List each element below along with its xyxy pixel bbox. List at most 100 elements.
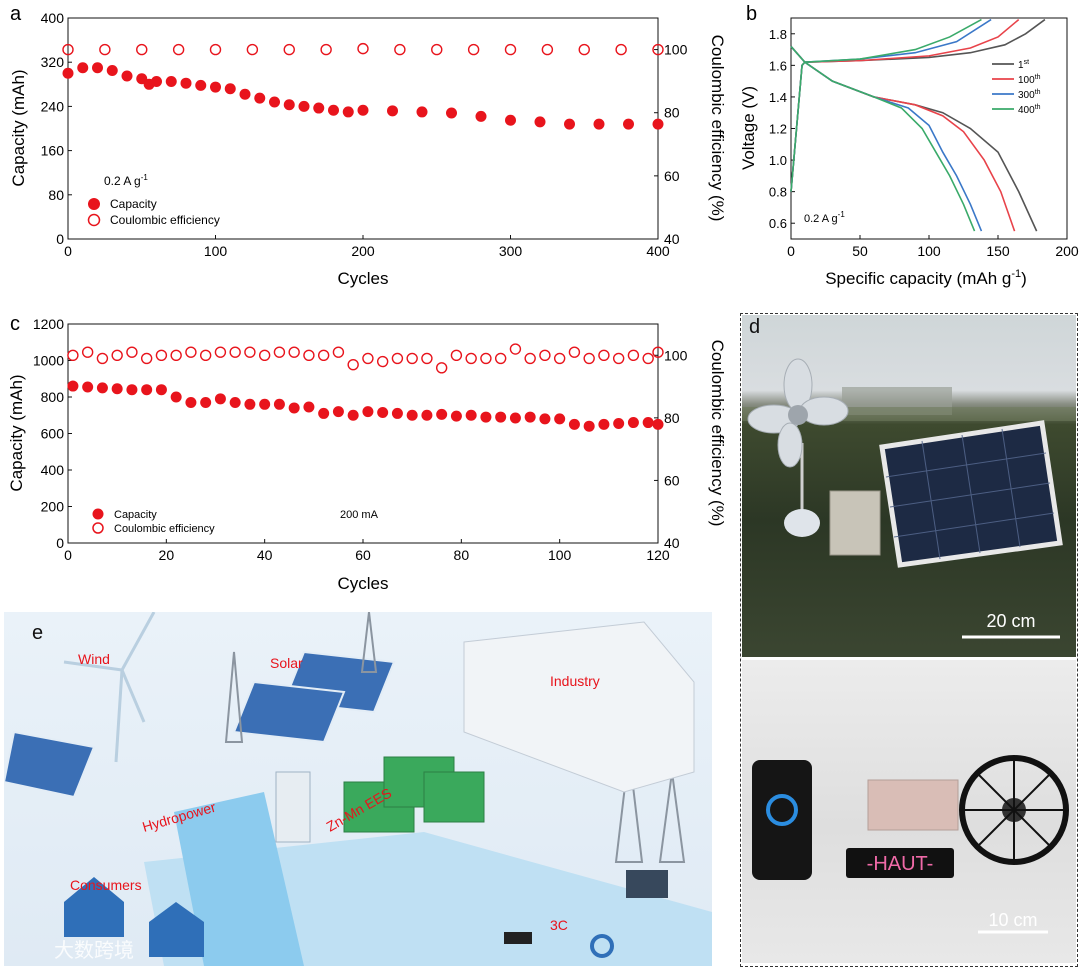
y2-tick-label: 40 xyxy=(664,231,680,247)
x-tick-label: 80 xyxy=(454,547,470,563)
discharge-curve xyxy=(790,45,1038,232)
ce-point xyxy=(214,346,227,358)
x-tick-label: 0 xyxy=(64,547,72,563)
panel-letter-a: a xyxy=(10,3,22,25)
y2-axis-label: Coulombic efficiency (%) xyxy=(708,35,727,222)
ce-point xyxy=(229,346,241,358)
y-tick-label: 1200 xyxy=(33,316,64,332)
capacity-point xyxy=(328,104,339,116)
ce-point xyxy=(652,346,664,358)
ce-point xyxy=(155,349,168,361)
y-tick-label: 0 xyxy=(56,231,64,247)
y-tick-label: 400 xyxy=(41,10,65,26)
y-tick-label: 1000 xyxy=(33,353,64,369)
capacity-point xyxy=(283,99,295,111)
capacity-point xyxy=(62,67,74,79)
y-tick-label: 1.6 xyxy=(769,58,787,73)
capacity-point xyxy=(652,118,664,130)
capacity-point xyxy=(303,401,315,413)
ce-point xyxy=(185,346,197,358)
y2-tick-label: 40 xyxy=(664,535,680,551)
legend-label: 100th xyxy=(1018,74,1041,86)
x-tick-label: 60 xyxy=(355,547,371,563)
capacity-point xyxy=(170,391,182,403)
capacity-point xyxy=(151,76,162,88)
battery-module-icon xyxy=(343,756,485,833)
ce-point xyxy=(347,358,359,371)
y-tick-label: 200 xyxy=(41,499,65,515)
photo-demo-devices: -HAUT- 10 cm xyxy=(742,660,1076,963)
ce-point xyxy=(136,43,148,56)
capacity-point xyxy=(362,406,374,418)
y2-tick-label: 80 xyxy=(664,105,680,121)
photo-illustration: -HAUT- 10 cm xyxy=(752,755,1069,934)
capacity-point xyxy=(480,411,492,423)
x-tick-label: 50 xyxy=(852,243,868,259)
battery-icon xyxy=(867,779,959,831)
y-tick-label: 0.8 xyxy=(769,185,787,200)
ce-point xyxy=(357,42,369,55)
capacity-point xyxy=(450,410,462,422)
capacity-point xyxy=(505,114,516,126)
capacity-point xyxy=(229,396,241,408)
ce-point xyxy=(244,346,256,358)
capacity-point xyxy=(446,107,457,119)
ce-point xyxy=(642,352,654,365)
capacity-point xyxy=(273,398,285,410)
ce-point xyxy=(246,43,259,56)
inverter-cabinet-icon xyxy=(275,771,311,843)
capacity-point xyxy=(195,79,207,91)
x-tick-label: 150 xyxy=(986,243,1010,259)
capacity-point xyxy=(259,398,271,410)
label-3c: 3C xyxy=(550,917,568,933)
y-axis-label: Voltage (V) xyxy=(739,86,758,170)
ce-point xyxy=(583,352,595,365)
legend-ce-marker xyxy=(87,213,101,227)
ce-point xyxy=(81,346,94,358)
ce-point xyxy=(170,349,182,361)
capacity-point xyxy=(495,411,507,423)
capacity-point xyxy=(239,88,251,100)
capacity-point xyxy=(613,417,625,429)
label-wind: Wind xyxy=(78,651,110,667)
y-tick-label: 1.4 xyxy=(769,90,787,105)
capacity-point xyxy=(332,406,344,418)
capacity-point xyxy=(165,76,177,88)
capacity-point xyxy=(416,106,428,118)
capacity-point xyxy=(121,70,133,82)
y-tick-label: 0.6 xyxy=(769,216,787,231)
ce-point xyxy=(199,349,212,361)
ce-point xyxy=(578,43,590,56)
y-axis-label: Capacity (mAh) xyxy=(7,374,26,491)
ce-point xyxy=(553,352,566,365)
capacity-point xyxy=(111,383,123,395)
wind-turbine-icon xyxy=(63,612,156,763)
discharge-curve xyxy=(790,45,1016,232)
y2-tick-label: 80 xyxy=(664,410,680,426)
legend-label: 400th xyxy=(1018,104,1041,116)
ce-point xyxy=(258,349,271,361)
capacity-point xyxy=(475,110,487,122)
legend-capacity-label: Capacity xyxy=(110,197,157,211)
capacity-point xyxy=(200,396,212,408)
scale-label: 20 cm xyxy=(986,611,1035,631)
ce-point xyxy=(480,352,492,365)
fan-blade-icon xyxy=(747,358,849,468)
photo-illustration: 20 cm xyxy=(742,358,1076,639)
x-tick-label: 100 xyxy=(917,243,941,259)
capacity-point xyxy=(269,96,280,108)
phone-icon xyxy=(752,760,812,880)
legend-label: 1st xyxy=(1018,59,1029,71)
capacity-point xyxy=(524,411,536,423)
y2-tick-label: 100 xyxy=(664,347,688,363)
ce-point xyxy=(465,352,477,365)
ce-point xyxy=(362,352,374,365)
ce-point xyxy=(652,43,664,56)
panel-letter-b: b xyxy=(746,3,757,25)
chart-b: b 0 50 100 150 200 0.6 0.8 1.0 1.2 1.4 1.6 1.8 Volt… xyxy=(739,3,1079,288)
legend-capacity-marker xyxy=(92,508,104,520)
ce-point xyxy=(376,355,389,368)
y-tick-label: 80 xyxy=(48,187,64,203)
panel-d-frame xyxy=(740,313,1078,967)
capacity-point xyxy=(155,384,167,396)
